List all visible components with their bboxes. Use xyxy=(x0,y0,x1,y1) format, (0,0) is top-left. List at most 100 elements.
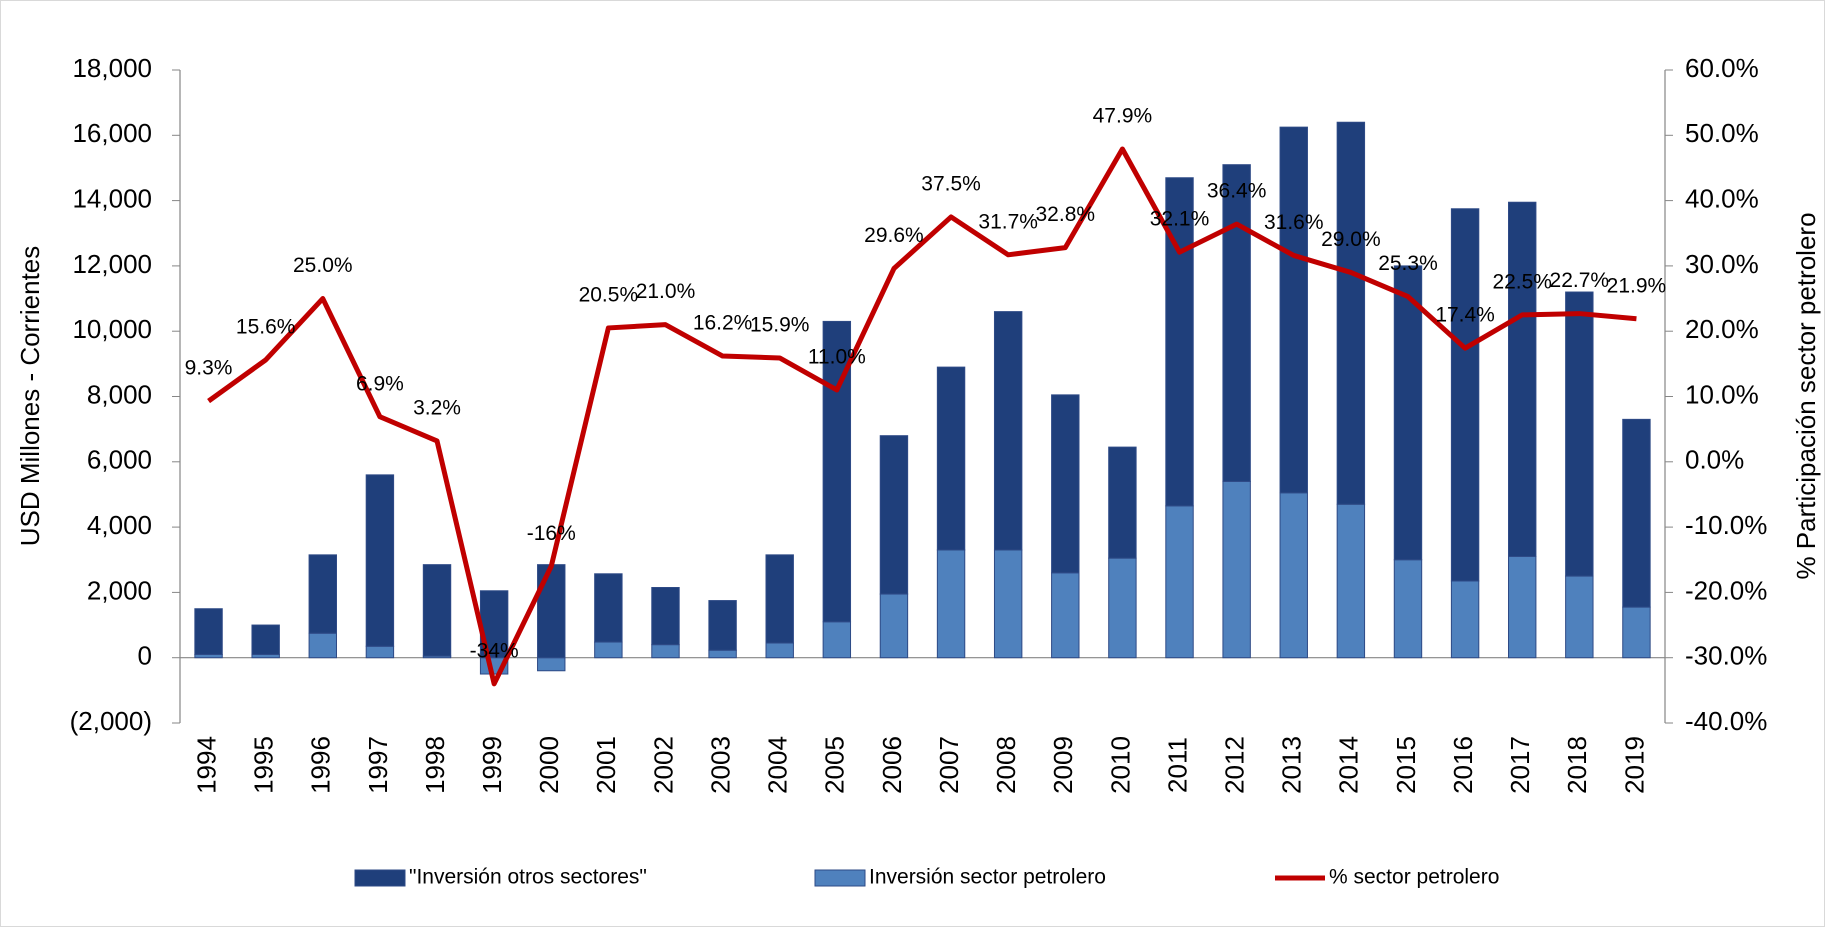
data-label: 29.0% xyxy=(1321,228,1381,251)
data-label: 25.3% xyxy=(1378,252,1438,275)
bar xyxy=(1279,126,1308,494)
x-tick-label: 2016 xyxy=(1448,736,1478,794)
legend-label: % sector petrolero xyxy=(1329,866,1499,889)
bar xyxy=(1336,121,1366,505)
bar xyxy=(1336,503,1366,659)
bar xyxy=(879,593,909,659)
x-tick-label: 2013 xyxy=(1277,736,1307,794)
data-label: 22.7% xyxy=(1550,269,1610,292)
x-tick-label: 2011 xyxy=(1162,737,1192,793)
y-tick-label: 4,000 xyxy=(87,510,152,540)
bar xyxy=(708,649,737,659)
bar xyxy=(251,624,280,655)
y2-tick-label: -20.0% xyxy=(1685,575,1767,605)
data-label: 11.0% xyxy=(808,346,866,369)
data-label: -16% xyxy=(527,522,576,545)
bar xyxy=(1450,580,1480,659)
y-tick-label: 14,000 xyxy=(72,183,152,213)
bar xyxy=(537,564,566,659)
data-label: 21.9% xyxy=(1607,274,1667,297)
bar xyxy=(1051,572,1080,659)
x-tick-label: 2003 xyxy=(705,736,735,794)
bar xyxy=(879,435,909,595)
legend-swatch xyxy=(814,869,866,887)
x-tick-label: 2015 xyxy=(1391,736,1421,794)
data-label: 3.2% xyxy=(413,396,461,419)
data-label: 16.2% xyxy=(693,312,753,335)
data-label: 32.8% xyxy=(1036,203,1096,226)
x-tick-label: 2019 xyxy=(1619,736,1649,794)
x-tick-label: 2009 xyxy=(1048,736,1078,794)
y2-tick-label: 50.0% xyxy=(1685,118,1759,148)
bar xyxy=(1565,575,1594,659)
bar xyxy=(936,366,966,551)
bar xyxy=(1565,291,1594,577)
data-label: 31.7% xyxy=(978,210,1038,233)
data-label: 15.9% xyxy=(750,314,810,337)
bar xyxy=(365,645,395,659)
data-label: 9.3% xyxy=(185,357,233,380)
bar xyxy=(993,311,1023,551)
bar xyxy=(1622,418,1651,608)
bar xyxy=(1222,480,1251,659)
bar xyxy=(365,474,395,647)
bar xyxy=(1108,557,1137,659)
y-tick-label: 10,000 xyxy=(72,314,152,344)
bar xyxy=(651,587,680,646)
y2-tick-label: -40.0% xyxy=(1685,706,1767,736)
x-tick-label: 2002 xyxy=(648,736,678,794)
y2-tick-label: -30.0% xyxy=(1685,641,1767,671)
x-tick-label: 2007 xyxy=(934,736,964,794)
y2-tick-label: 10.0% xyxy=(1685,379,1759,409)
legend-label: Inversión sector petrolero xyxy=(869,866,1106,889)
x-tick-label: 2008 xyxy=(991,736,1021,794)
x-tick-label: 1999 xyxy=(477,736,507,794)
y2-tick-label: 30.0% xyxy=(1685,249,1759,279)
bar xyxy=(936,549,966,659)
y-tick-label: 2,000 xyxy=(87,575,152,605)
bar xyxy=(1165,505,1194,659)
legend-swatch xyxy=(354,869,406,887)
bar xyxy=(651,644,680,659)
data-label: 17.4% xyxy=(1435,304,1495,327)
x-tick-label: 2017 xyxy=(1505,736,1535,794)
bar xyxy=(765,554,794,644)
legend-label: "Inversión otros sectores" xyxy=(409,866,647,889)
bar xyxy=(1508,555,1537,659)
y2-tick-label: -10.0% xyxy=(1685,510,1767,540)
bar xyxy=(822,621,852,659)
bar xyxy=(1393,265,1423,561)
bar xyxy=(1108,446,1137,559)
y-tick-label: 12,000 xyxy=(72,249,152,279)
y-axis-title: USD Millones - Corrientes xyxy=(15,246,45,547)
bar xyxy=(594,641,623,659)
bar xyxy=(993,549,1023,659)
x-tick-label: 1998 xyxy=(420,736,450,794)
y2-tick-label: 40.0% xyxy=(1685,183,1759,213)
x-tick-label: 2000 xyxy=(534,736,564,794)
x-tick-label: 1997 xyxy=(363,736,393,794)
data-label: 31.6% xyxy=(1264,211,1324,234)
data-label: 20.5% xyxy=(579,283,639,306)
x-tick-label: 2012 xyxy=(1220,736,1250,794)
bar xyxy=(194,608,223,655)
y-tick-label: (2,000) xyxy=(70,706,152,736)
data-label: 47.9% xyxy=(1093,105,1153,128)
x-tick-label: 2001 xyxy=(591,736,621,794)
y-tick-label: 18,000 xyxy=(72,53,152,83)
data-label: 6.9% xyxy=(356,372,404,395)
bar xyxy=(1222,164,1251,482)
data-label: -34% xyxy=(470,639,519,662)
bar xyxy=(1279,492,1308,659)
x-tick-label: 2004 xyxy=(763,736,793,794)
bar xyxy=(422,564,452,657)
line xyxy=(207,146,1637,687)
bar xyxy=(1508,201,1537,557)
bar xyxy=(765,642,794,659)
x-tick-label: 2018 xyxy=(1562,736,1592,794)
data-label: 36.4% xyxy=(1207,180,1267,203)
bar xyxy=(708,600,737,651)
bar xyxy=(308,554,337,634)
data-label: 15.6% xyxy=(236,315,296,338)
data-label: 21.0% xyxy=(636,280,696,303)
